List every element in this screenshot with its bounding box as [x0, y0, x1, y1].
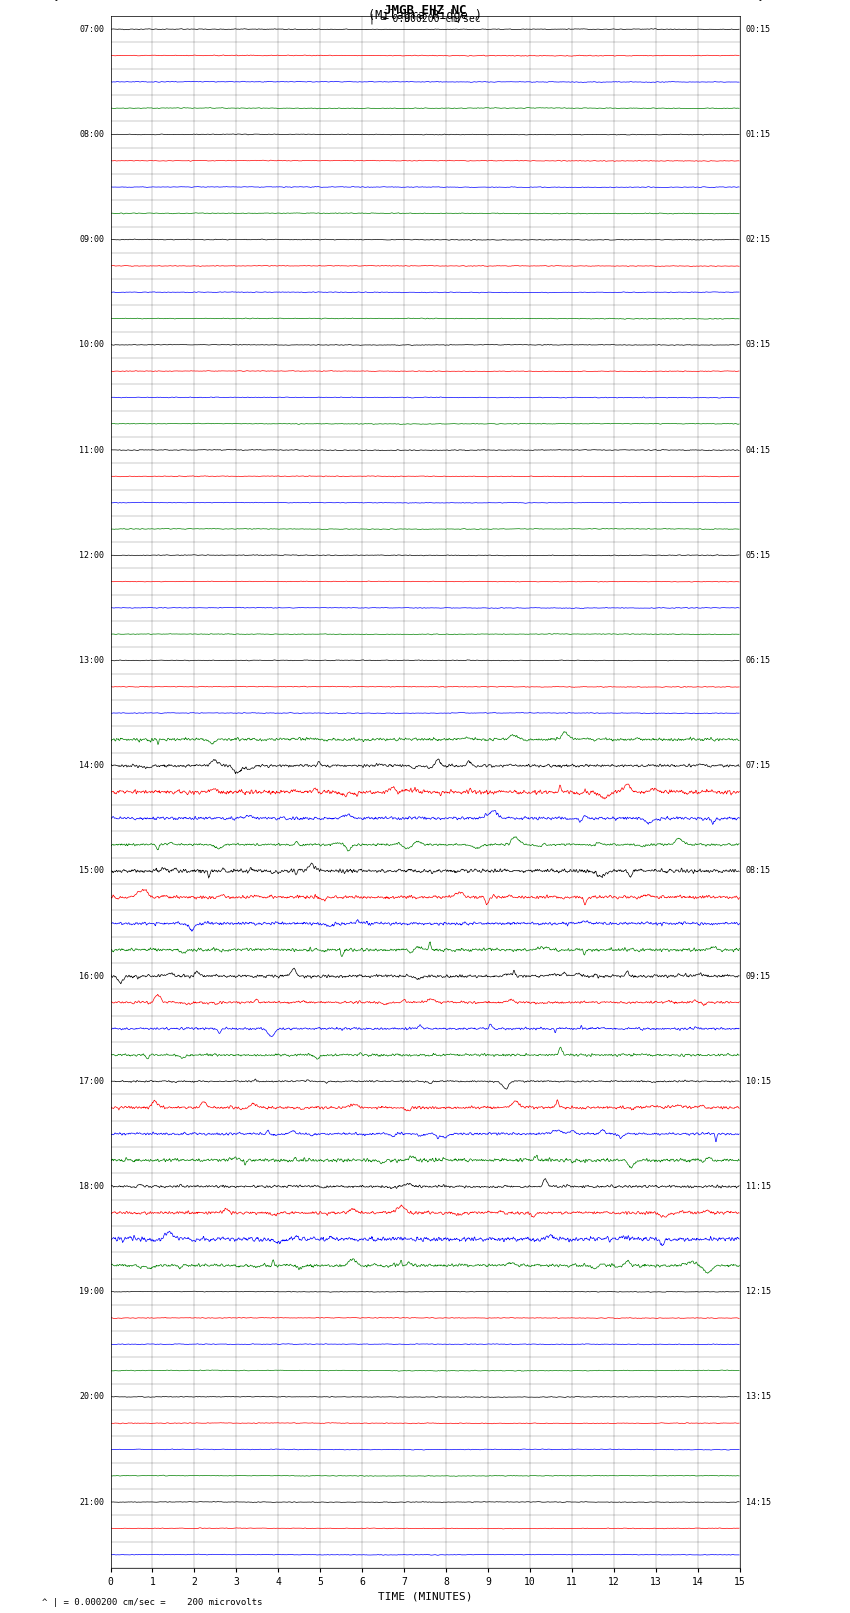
Text: 12:15: 12:15 — [745, 1287, 771, 1297]
Text: 02:15: 02:15 — [745, 235, 771, 244]
Text: JMGB EHZ NC: JMGB EHZ NC — [383, 5, 467, 18]
Text: 14:15: 14:15 — [745, 1497, 771, 1507]
Text: 12:00: 12:00 — [79, 550, 105, 560]
Text: ^ | = 0.000200 cm/sec =    200 microvolts: ^ | = 0.000200 cm/sec = 200 microvolts — [42, 1597, 263, 1607]
Text: (Milagra Ridge ): (Milagra Ridge ) — [368, 10, 482, 23]
Text: 13:00: 13:00 — [79, 656, 105, 665]
Text: 00:15: 00:15 — [745, 24, 771, 34]
Text: 15:00: 15:00 — [79, 866, 105, 876]
Text: 08:15: 08:15 — [745, 866, 771, 876]
Text: 01:15: 01:15 — [745, 131, 771, 139]
Text: 04:15: 04:15 — [745, 445, 771, 455]
Text: 16:00: 16:00 — [79, 971, 105, 981]
Text: 05:15: 05:15 — [745, 550, 771, 560]
Text: 14:00: 14:00 — [79, 761, 105, 769]
Text: 20:00: 20:00 — [79, 1392, 105, 1402]
Text: 11:00: 11:00 — [79, 445, 105, 455]
Text: 18:00: 18:00 — [79, 1182, 105, 1190]
Text: 19:00: 19:00 — [79, 1287, 105, 1297]
Text: 08:00: 08:00 — [79, 131, 105, 139]
Text: 07:15: 07:15 — [745, 761, 771, 769]
Text: 21:00: 21:00 — [79, 1497, 105, 1507]
Text: 07:00: 07:00 — [79, 24, 105, 34]
Text: 17:00: 17:00 — [79, 1077, 105, 1086]
Text: 10:00: 10:00 — [79, 340, 105, 350]
Text: 06:15: 06:15 — [745, 656, 771, 665]
Text: 13:15: 13:15 — [745, 1392, 771, 1402]
Text: 10:15: 10:15 — [745, 1077, 771, 1086]
X-axis label: TIME (MINUTES): TIME (MINUTES) — [377, 1590, 473, 1602]
Text: 09:15: 09:15 — [745, 971, 771, 981]
Text: 09:00: 09:00 — [79, 235, 105, 244]
Text: 11:15: 11:15 — [745, 1182, 771, 1190]
Text: | = 0.000200 cm/sec: | = 0.000200 cm/sec — [369, 13, 481, 24]
Text: 03:15: 03:15 — [745, 340, 771, 350]
